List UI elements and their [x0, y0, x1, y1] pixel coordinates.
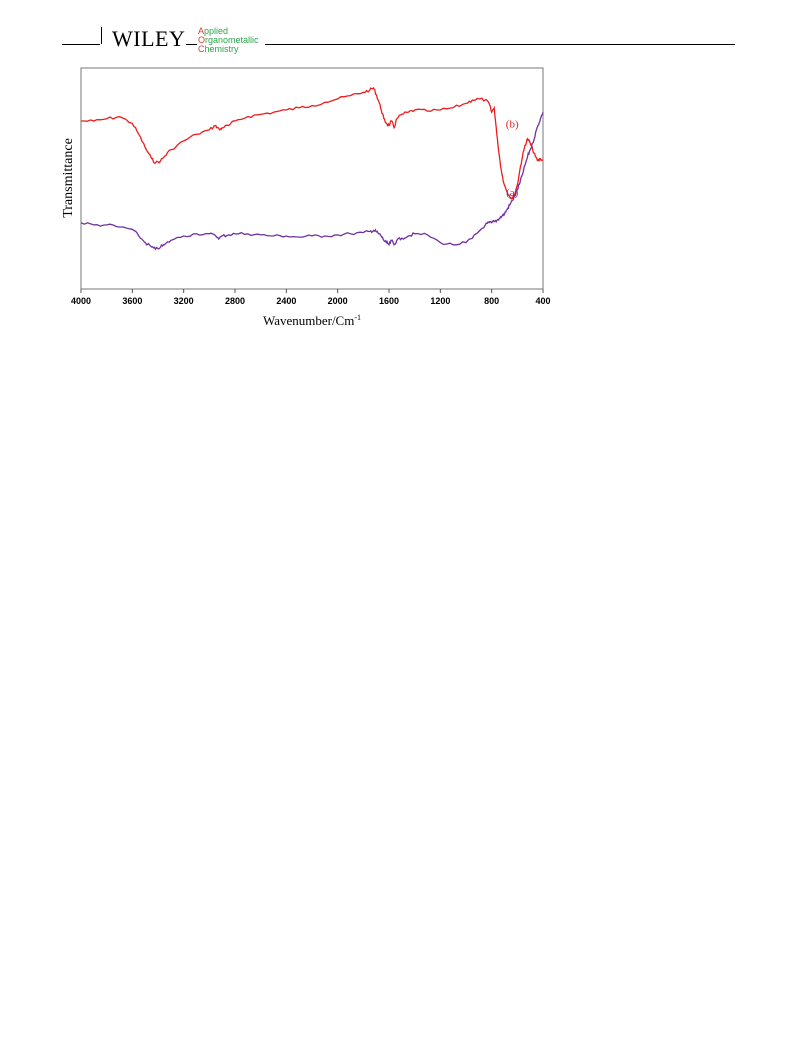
series-line-a [80, 112, 544, 251]
x-tick-label: 1600 [379, 296, 399, 306]
x-tick-label: 800 [484, 296, 499, 306]
header-rule-left [62, 44, 100, 45]
journal-name: Applied Organometallic Chemistry [198, 27, 259, 54]
x-tick-label: 400 [535, 296, 550, 306]
x-axis-ticks: 4000 3600 3200 2800 2400 2000 1600 1200 800 400 [71, 289, 551, 306]
plot-frame [80, 67, 544, 290]
series-label-b: (b) [506, 119, 519, 131]
y-axis-label: Transmittance [61, 138, 76, 218]
journal-header: WILEY Applied Organometallic Chemistry [0, 0, 793, 60]
x-tick-label: 3600 [122, 296, 142, 306]
header-rule-right [265, 44, 735, 45]
journal-line-1: Applied [198, 26, 229, 36]
x-tick-label: 1200 [430, 296, 450, 306]
x-tick-label: 4000 [71, 296, 91, 306]
series-line-b [81, 86, 544, 200]
ftir-chart: 4000 3600 3200 2800 2400 2000 1600 1200 800 400 (… [61, 67, 551, 328]
journal-line-3: Chemistry [198, 44, 239, 54]
x-axis-label: Wavenumber/Cm-1 [263, 313, 361, 328]
journal-line-2: Organometallic [198, 35, 259, 45]
header-tick [101, 27, 102, 44]
x-tick-label: 2400 [276, 296, 296, 306]
series-layer: (b) (a) [80, 86, 544, 251]
header-rule-mid [186, 44, 197, 45]
x-tick-label: 2800 [225, 296, 245, 306]
publisher-logo: WILEY [112, 26, 186, 51]
x-tick-label: 3200 [174, 296, 194, 306]
series-label-a: (a) [506, 187, 519, 199]
ftir-figure: 4000 3600 3200 2800 2400 2000 1600 1200 800 400 (… [0, 60, 793, 350]
x-tick-label: 2000 [328, 296, 348, 306]
